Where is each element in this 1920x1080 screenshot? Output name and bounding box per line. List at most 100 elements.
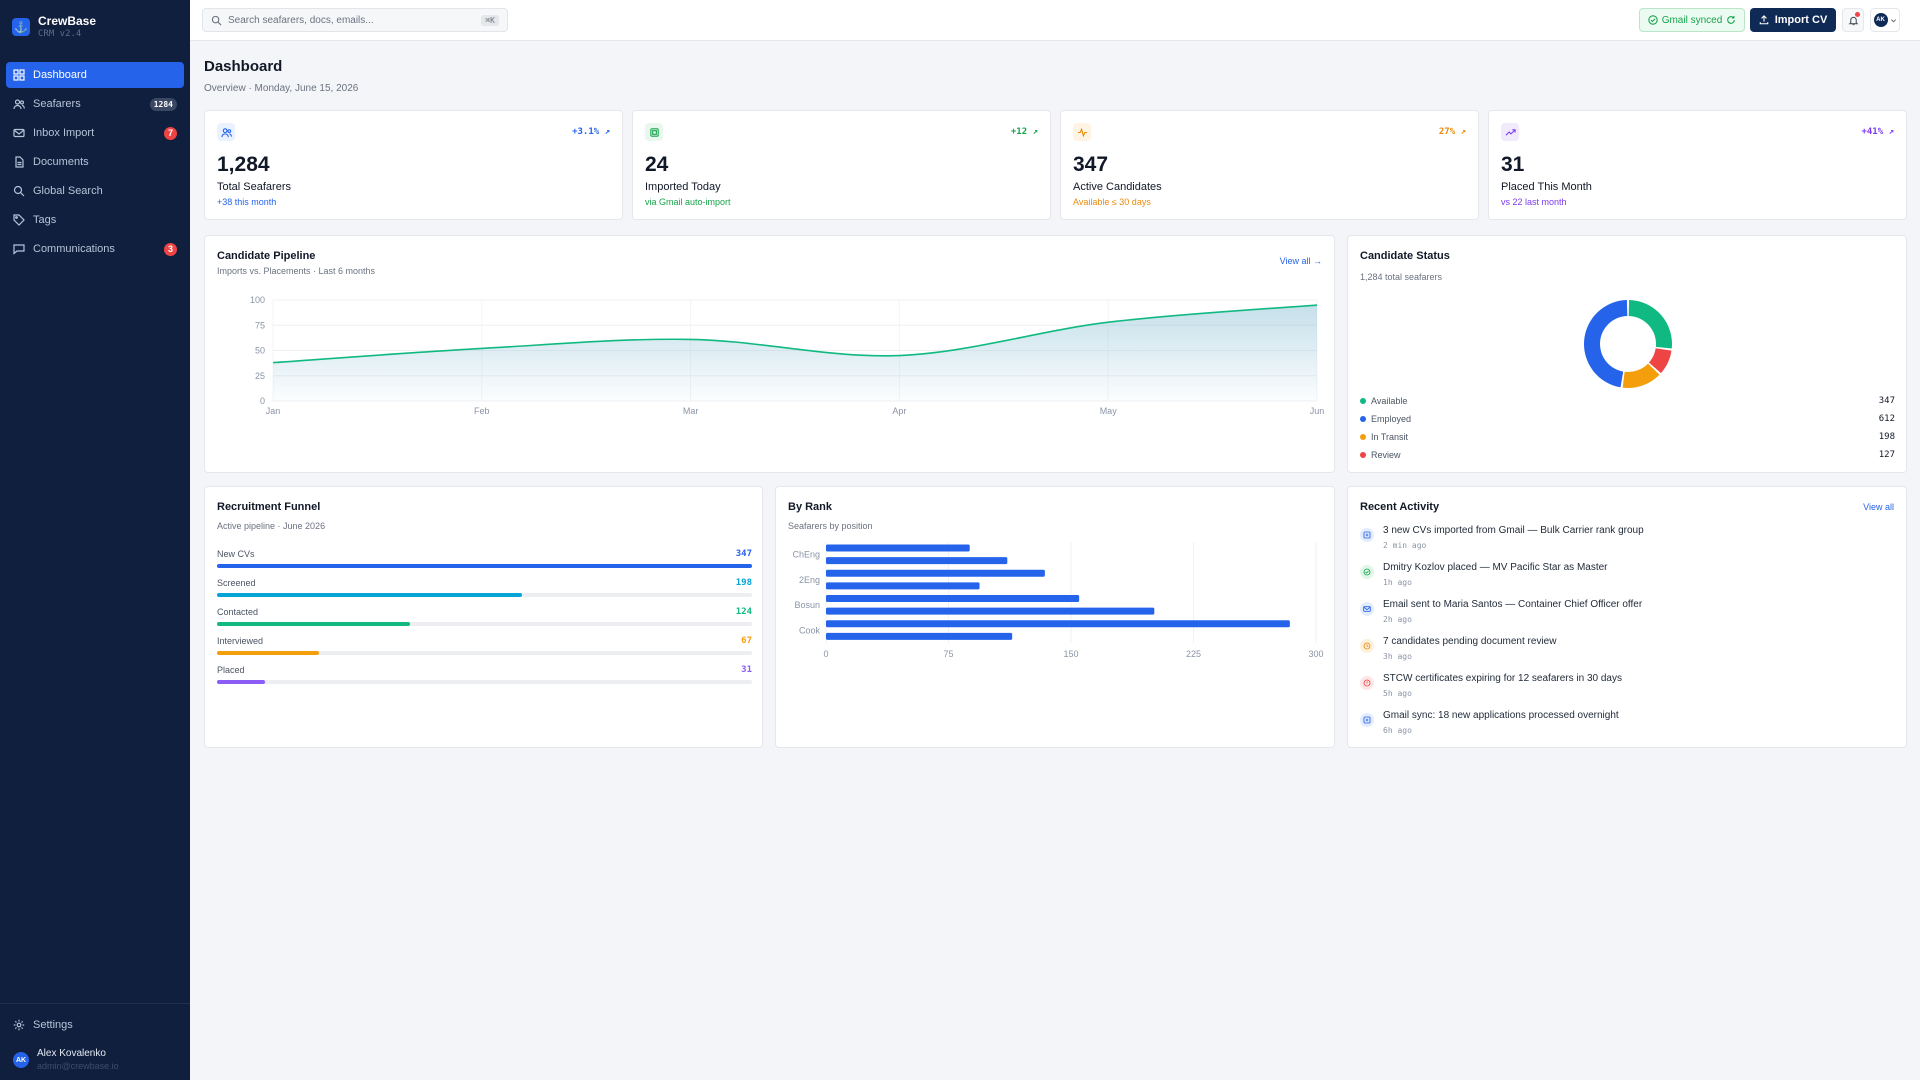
gear-icon xyxy=(13,1019,25,1031)
funnel-label: Interviewed xyxy=(217,636,264,646)
stat-sub: +38 this month xyxy=(217,197,277,207)
rank-bar[interactable] xyxy=(826,544,970,552)
alert-icon xyxy=(1360,676,1374,690)
activity-text: 7 candidates pending document review xyxy=(1383,636,1557,647)
sidebar-item-documents[interactable]: Documents xyxy=(6,149,184,175)
view-all-link[interactable]: View all → xyxy=(1279,256,1322,266)
search-input[interactable]: Search seafarers, docs, emails... ⌘K xyxy=(202,8,508,32)
funnel-bar xyxy=(217,622,410,626)
sidebar-item-settings[interactable]: Settings xyxy=(6,1012,184,1038)
legend-value: 127 xyxy=(1878,450,1895,460)
anchor-icon: ⚓ xyxy=(12,18,30,36)
activity-text: 3 new CVs imported from Gmail — Bulk Car… xyxy=(1383,525,1644,536)
legend-item-employed: Employed 612 xyxy=(1360,412,1895,426)
activity-text: Dmitry Kozlov placed — MV Pacific Star a… xyxy=(1383,562,1608,573)
donut-slice[interactable] xyxy=(1584,300,1628,388)
chevron-down-icon xyxy=(1890,18,1896,23)
activity-item[interactable]: 7 candidates pending document review 3h a… xyxy=(1360,636,1900,672)
card-title: Candidate Pipeline xyxy=(217,250,316,262)
count-badge: 3 xyxy=(163,242,177,256)
y-tick-label: Cook xyxy=(799,625,821,635)
import-label: Import CV xyxy=(1774,14,1828,26)
legend-label: In Transit xyxy=(1371,432,1409,442)
import-cv-button[interactable]: Import CV xyxy=(1750,8,1836,32)
y-tick-label: 75 xyxy=(255,320,265,330)
notifications-button[interactable] xyxy=(1842,8,1864,32)
funnel-track xyxy=(217,680,752,684)
funnel-label: Placed xyxy=(217,665,245,675)
sidebar: ⚓ CrewBase CRM v2.4 Dashboard Seafarers … xyxy=(0,0,190,1080)
settings-label: Settings xyxy=(33,1019,73,1031)
pipeline-chart: 0 25 50 75 100 Jan Feb Mar Apr May Jun xyxy=(250,295,1324,416)
card-subtitle: Imports vs. Placements · Last 6 months xyxy=(217,266,376,276)
user-name: Alex Kovalenko xyxy=(37,1048,106,1059)
funnel-track xyxy=(217,593,752,597)
sidebar-item-inbox-import[interactable]: Inbox Import 7 xyxy=(6,120,184,146)
sidebar-nav: Dashboard Seafarers 1284 Inbox Import 7 … xyxy=(0,50,190,262)
sidebar-item-global-search[interactable]: Global Search xyxy=(6,178,184,204)
view-all-link[interactable]: View all xyxy=(1863,502,1894,512)
rank-bar[interactable] xyxy=(826,595,1080,602)
legend-item-available: Available 347 xyxy=(1360,394,1895,408)
funnel-label: New CVs xyxy=(217,549,255,559)
funnel-bar xyxy=(217,680,266,684)
funnel-value: 67 xyxy=(741,636,752,646)
card-title: By Rank xyxy=(788,501,833,513)
activity-item[interactable]: Gmail sync: 18 new applications processe… xyxy=(1360,710,1900,746)
card-title: Recruitment Funnel xyxy=(217,501,321,513)
x-tick-label: Apr xyxy=(892,406,906,416)
stat-card-active-candidates[interactable]: 27% ↗ 347 Active Candidates Available ≤ … xyxy=(1060,110,1479,220)
import-icon xyxy=(1360,713,1374,727)
activity-time: 6h ago xyxy=(1383,726,1412,735)
y-tick-label: Bosun xyxy=(794,600,820,610)
rank-bar[interactable] xyxy=(826,607,1155,615)
activity-time: 5h ago xyxy=(1383,689,1412,698)
funnel-value: 198 xyxy=(735,578,752,588)
legend-value: 198 xyxy=(1878,432,1895,442)
legend-dot xyxy=(1360,398,1366,404)
x-tick-label: 0 xyxy=(823,649,828,659)
donut-slice[interactable] xyxy=(1628,300,1672,349)
activity-item[interactable]: STCW certificates expiring for 12 seafar… xyxy=(1360,673,1900,709)
funnel-row: Contacted 124 xyxy=(217,607,752,626)
mail-icon xyxy=(13,127,25,139)
rank-bar[interactable] xyxy=(826,582,980,590)
rank-bar[interactable] xyxy=(826,632,1013,640)
activity-item[interactable]: Dmitry Kozlov placed — MV Pacific Star a… xyxy=(1360,562,1900,598)
user-menu-button[interactable]: AK xyxy=(1870,8,1900,32)
y-tick-label: 2Eng xyxy=(799,575,820,585)
donut-slice[interactable] xyxy=(1622,363,1660,388)
brand[interactable]: ⚓ CrewBase CRM v2.4 xyxy=(0,0,190,50)
funnel-row: Screened 198 xyxy=(217,578,752,597)
sidebar-item-tags[interactable]: Tags xyxy=(6,207,184,233)
rank-bar[interactable] xyxy=(826,620,1290,628)
sidebar-item-seafarers[interactable]: Seafarers 1284 xyxy=(6,91,184,117)
activity-item[interactable]: Email sent to Maria Santos — Container C… xyxy=(1360,599,1900,635)
sidebar-footer: Settings AK Alex Kovalenko admin@crewbas… xyxy=(0,1003,190,1080)
stat-label: Imported Today xyxy=(645,181,721,193)
avatar: AK xyxy=(1873,13,1888,27)
y-tick-label: 50 xyxy=(255,346,265,356)
gmail-status: Gmail synced xyxy=(1661,14,1723,26)
legend-label: Available xyxy=(1371,396,1408,406)
gmail-sync-button[interactable]: Gmail synced xyxy=(1639,8,1745,32)
activity-icon xyxy=(1073,123,1091,141)
legend-dot xyxy=(1360,452,1366,458)
sidebar-item-dashboard[interactable]: Dashboard xyxy=(6,62,184,88)
search-shortcut: ⌘K xyxy=(481,14,499,26)
page-subtitle: Overview · Monday, June 15, 2026 xyxy=(204,83,359,94)
stat-card-imported-today[interactable]: +12 ↗ 24 Imported Today via Gmail auto-i… xyxy=(632,110,1051,220)
donut-slice[interactable] xyxy=(1648,348,1672,374)
stat-sub: via Gmail auto-import xyxy=(645,197,731,207)
x-tick-label: Mar xyxy=(683,406,699,416)
activity-item[interactable]: 3 new CVs imported from Gmail — Bulk Car… xyxy=(1360,525,1900,561)
user-profile[interactable]: AK Alex Kovalenko admin@crewbase.io xyxy=(6,1048,184,1072)
sidebar-item-communications[interactable]: Communications 3 xyxy=(6,236,184,262)
stat-card-total-seafarers[interactable]: +3.1% ↗ 1,284 Total Seafarers +38 this m… xyxy=(204,110,623,220)
page-title: Dashboard xyxy=(204,58,283,75)
activity-time: 1h ago xyxy=(1383,578,1412,587)
stat-card-placed-this-month[interactable]: +41% ↗ 31 Placed This Month vs 22 last m… xyxy=(1488,110,1907,220)
rank-bar[interactable] xyxy=(826,569,1045,577)
rank-bar[interactable] xyxy=(826,557,1008,565)
y-tick-label: ChEng xyxy=(792,550,820,560)
